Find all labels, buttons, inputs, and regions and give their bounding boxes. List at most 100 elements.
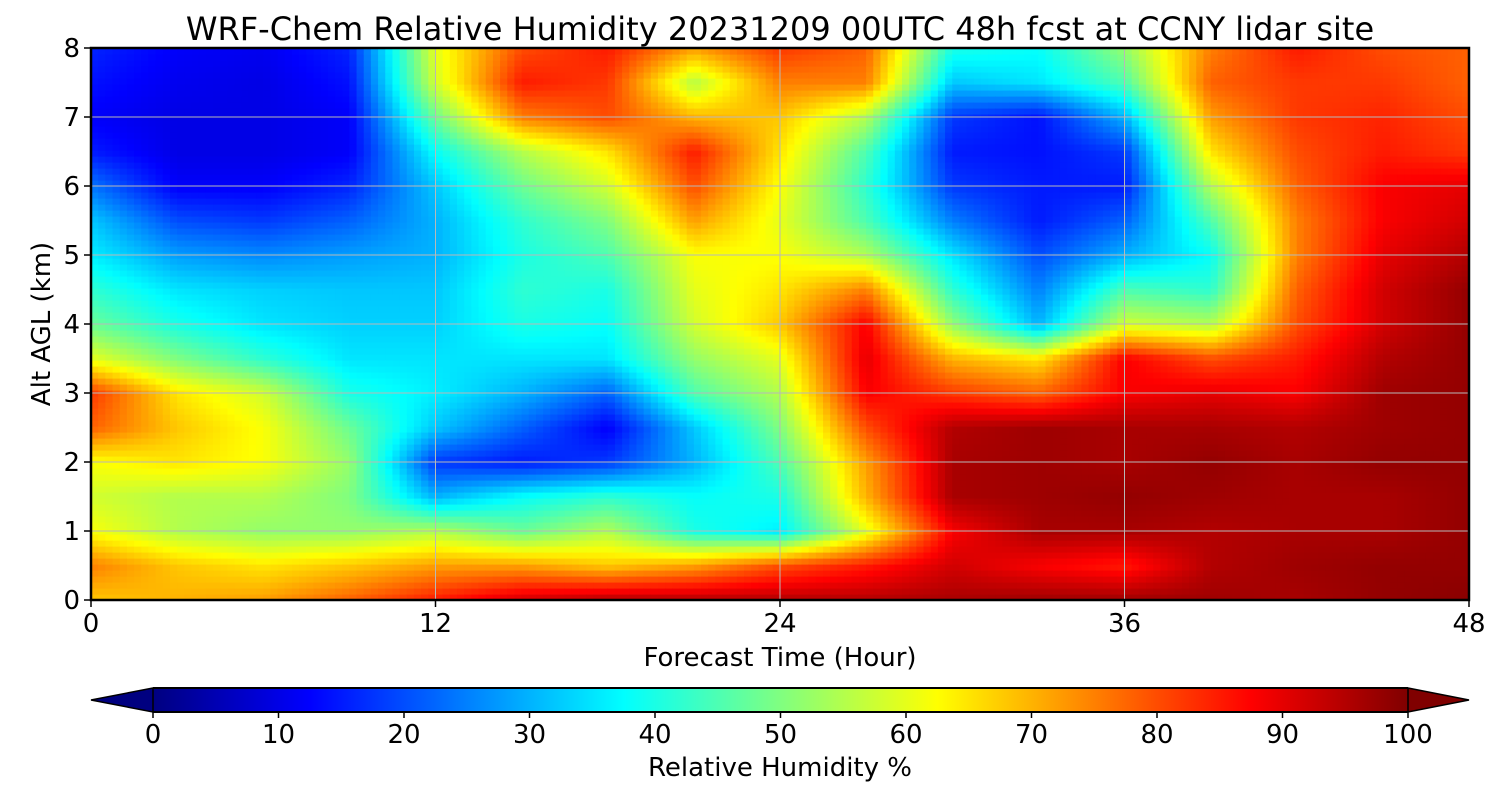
heatmap-cell bbox=[349, 372, 358, 379]
heatmap-cell bbox=[227, 576, 236, 583]
heatmap-cell bbox=[191, 450, 200, 457]
heatmap-cell bbox=[126, 294, 135, 301]
heatmap-cell bbox=[378, 342, 386, 349]
heatmap-cell bbox=[335, 60, 343, 67]
heatmap-cell bbox=[162, 108, 171, 115]
heatmap-cell bbox=[320, 522, 329, 529]
heatmap-cell bbox=[457, 486, 465, 493]
heatmap-cell bbox=[256, 360, 264, 367]
heatmap-cell bbox=[284, 162, 293, 169]
heatmap-cell bbox=[399, 378, 408, 385]
heatmap-cell bbox=[234, 414, 243, 421]
heatmap-cell bbox=[270, 498, 279, 505]
heatmap-cell bbox=[335, 48, 343, 55]
heatmap-cell bbox=[363, 540, 372, 547]
heatmap-cell bbox=[105, 102, 114, 109]
heatmap-cell bbox=[327, 84, 336, 91]
heatmap-cell bbox=[413, 570, 422, 577]
heatmap-cell bbox=[471, 522, 480, 529]
heatmap-cell bbox=[457, 222, 465, 229]
heatmap-cell bbox=[464, 522, 472, 529]
heatmap-cell bbox=[299, 438, 307, 445]
heatmap-cell bbox=[191, 168, 200, 175]
heatmap-cell bbox=[91, 468, 99, 475]
heatmap-cell bbox=[162, 330, 171, 337]
heatmap-cell bbox=[119, 318, 128, 325]
heatmap-cell bbox=[399, 150, 408, 157]
heatmap-cell bbox=[406, 438, 415, 445]
heatmap-cell bbox=[126, 84, 135, 91]
heatmap-cell bbox=[478, 432, 487, 439]
heatmap-cell bbox=[162, 510, 171, 517]
heatmap-cell bbox=[155, 186, 164, 193]
heatmap-cell bbox=[356, 318, 365, 325]
heatmap-cell bbox=[449, 48, 458, 55]
heatmap-cell bbox=[119, 282, 128, 289]
heatmap-cell bbox=[306, 174, 315, 181]
heatmap-cell bbox=[428, 270, 437, 277]
heatmap-cell bbox=[177, 270, 185, 277]
heatmap-cell bbox=[169, 60, 178, 67]
heatmap-cell bbox=[313, 558, 322, 565]
heatmap-cell bbox=[184, 300, 193, 307]
heatmap-cell bbox=[105, 60, 114, 67]
heatmap-cell bbox=[284, 294, 293, 301]
heatmap-cell bbox=[442, 336, 451, 343]
heatmap-cell bbox=[141, 66, 150, 73]
heatmap-cell bbox=[370, 378, 379, 385]
heatmap-cell bbox=[227, 486, 236, 493]
heatmap-cell bbox=[406, 294, 415, 301]
heatmap-cell bbox=[378, 492, 386, 499]
heatmap-cell bbox=[134, 468, 142, 475]
heatmap-cell bbox=[263, 378, 272, 385]
heatmap-cell bbox=[220, 396, 228, 403]
heatmap-cell bbox=[399, 258, 408, 265]
heatmap-cell bbox=[105, 504, 114, 511]
heatmap-cell bbox=[327, 498, 336, 505]
heatmap-cell bbox=[399, 450, 408, 457]
heatmap-cell bbox=[105, 258, 114, 265]
heatmap-cell bbox=[205, 90, 214, 97]
heatmap-cell bbox=[385, 330, 394, 337]
heatmap-cell bbox=[457, 432, 465, 439]
heatmap-cell bbox=[356, 60, 365, 67]
heatmap-cell bbox=[227, 258, 236, 265]
heatmap-cell bbox=[435, 594, 444, 600]
heatmap-cell bbox=[349, 444, 358, 451]
heatmap-cell bbox=[213, 330, 221, 337]
heatmap-cell bbox=[98, 534, 106, 541]
heatmap-cell bbox=[184, 48, 193, 55]
heatmap-cell bbox=[141, 510, 150, 517]
heatmap-cell bbox=[256, 318, 264, 325]
heatmap-cell bbox=[291, 312, 300, 319]
heatmap-cell bbox=[449, 162, 458, 169]
heatmap-cell bbox=[177, 540, 185, 547]
heatmap-cell bbox=[428, 348, 437, 355]
heatmap-cell bbox=[442, 492, 451, 499]
heatmap-cell bbox=[98, 66, 106, 73]
heatmap-cell bbox=[256, 378, 264, 385]
heatmap-cell bbox=[155, 228, 164, 235]
heatmap-cell bbox=[91, 108, 99, 115]
heatmap-cell bbox=[349, 48, 358, 55]
heatmap-cell bbox=[335, 90, 343, 97]
heatmap-cell bbox=[320, 96, 329, 103]
heatmap-cell bbox=[241, 492, 250, 499]
heatmap-cell bbox=[392, 324, 401, 331]
heatmap-cell bbox=[227, 570, 236, 577]
heatmap-cell bbox=[220, 480, 228, 487]
heatmap-cell bbox=[191, 570, 200, 577]
heatmap-cell bbox=[227, 456, 236, 463]
heatmap-cell bbox=[421, 408, 429, 415]
heatmap-cell bbox=[299, 294, 307, 301]
heatmap-cell bbox=[457, 306, 465, 313]
heatmap-cell bbox=[421, 138, 429, 145]
heatmap-cell bbox=[191, 504, 200, 511]
heatmap-cell bbox=[392, 396, 401, 403]
heatmap-cell bbox=[291, 546, 300, 553]
heatmap-cell bbox=[277, 144, 286, 151]
heatmap-cell bbox=[141, 162, 150, 169]
heatmap-cell bbox=[98, 222, 106, 229]
heatmap-cell bbox=[126, 210, 135, 217]
heatmap-cell bbox=[126, 204, 135, 211]
